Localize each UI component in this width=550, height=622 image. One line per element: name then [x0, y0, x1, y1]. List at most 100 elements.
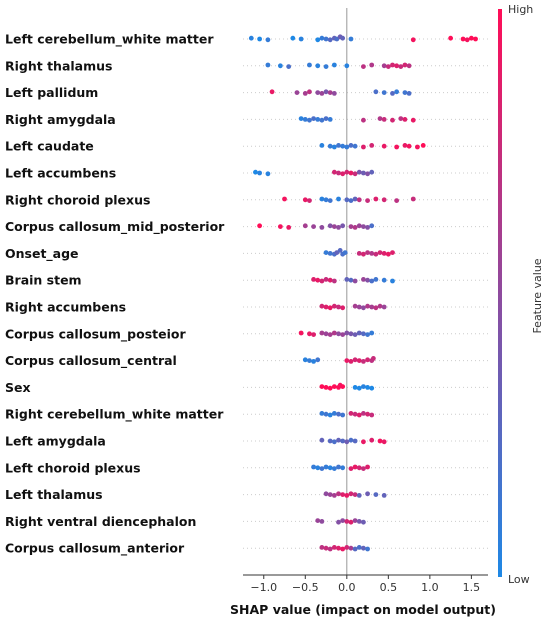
shap-point [352, 492, 358, 497]
shap-point [344, 519, 350, 524]
feature-label: Right accumbens [5, 300, 126, 315]
shap-point [361, 144, 366, 150]
shap-point [319, 91, 325, 96]
shap-point [369, 304, 375, 310]
colorbar-high-label: High [508, 3, 533, 16]
shap-point [336, 304, 341, 310]
shap-point [331, 169, 337, 175]
shap-point [315, 518, 321, 523]
feature-label: Left amygdala [5, 434, 106, 449]
shap-point [323, 385, 329, 390]
shap-point [286, 64, 292, 69]
shap-point [331, 439, 337, 445]
shap-point [319, 117, 325, 123]
shap-point [361, 359, 366, 364]
shap-point [319, 225, 325, 230]
shap-point [369, 251, 375, 256]
shap-point [336, 170, 341, 176]
shap-point [344, 63, 350, 69]
shap-point [336, 545, 341, 551]
shap-point [311, 277, 316, 282]
shap-point [307, 358, 312, 363]
shap-point [361, 331, 366, 337]
shap-point [373, 196, 379, 202]
shap-point [336, 225, 341, 230]
shap-point [340, 223, 346, 229]
shap-point [390, 117, 395, 123]
shap-point [323, 36, 329, 42]
shap-point [394, 63, 400, 69]
shap-point [323, 116, 329, 121]
shap-point [307, 62, 312, 68]
shap-point [257, 170, 263, 176]
feature-label: Corpus callosum_central [5, 353, 177, 369]
shap-point [381, 251, 387, 256]
shap-point [356, 223, 362, 229]
shap-point [390, 91, 395, 96]
shap-point [319, 466, 325, 471]
shap-point [361, 224, 366, 230]
shap-point [398, 64, 404, 69]
shap-point [352, 278, 358, 284]
shap-point [298, 330, 304, 336]
shap-point [381, 117, 387, 122]
shap-point [342, 250, 348, 256]
shap-point [327, 412, 333, 418]
x-axis-title: SHAP value (impact on model output) [230, 602, 496, 617]
shap-point [365, 332, 370, 337]
shap-point [406, 91, 412, 96]
shap-point [361, 411, 366, 416]
shap-point [340, 305, 346, 311]
shap-point [327, 492, 333, 497]
x-tick-label: 0.0 [338, 581, 356, 594]
shap-point [352, 411, 358, 417]
shap-point [327, 37, 333, 43]
shap-point [365, 303, 370, 309]
shap-point [323, 250, 329, 256]
shap-point [302, 117, 308, 122]
shap-point [361, 64, 366, 69]
shap-point [369, 330, 375, 336]
shap-point [365, 411, 370, 417]
shap-point [348, 359, 354, 364]
shap-point [265, 171, 271, 177]
shap-point [402, 90, 408, 95]
shap-point [352, 385, 358, 390]
shap-point [302, 197, 308, 203]
feature-label: Right thalamus [5, 58, 112, 73]
feature-label: Left caudate [5, 139, 94, 154]
shap-point [319, 330, 325, 336]
shap-point [340, 384, 346, 389]
shap-point [361, 117, 366, 123]
shap-point [336, 411, 341, 417]
shap-point [344, 277, 350, 282]
shap-point [340, 143, 346, 149]
shap-point [307, 117, 312, 123]
shap-point [290, 35, 296, 41]
shap-point [340, 546, 346, 552]
shap-point [365, 225, 370, 230]
shap-point [340, 492, 346, 497]
shap-point [365, 491, 370, 497]
shap-point [369, 278, 375, 284]
shap-point [344, 330, 350, 336]
shap-point [402, 143, 408, 148]
shap-point [381, 304, 387, 310]
shap-point [344, 358, 350, 363]
shap-point [352, 225, 358, 230]
shap-point [361, 170, 366, 176]
shap-point [352, 438, 358, 444]
shap-point [381, 197, 387, 203]
shap-point [319, 278, 325, 284]
feature-label: Left pallidum [5, 85, 98, 100]
shap-point [331, 303, 337, 309]
shap-point [327, 305, 333, 311]
shap-point [331, 62, 337, 68]
shap-point [319, 35, 325, 41]
shap-point [385, 251, 391, 257]
shap-point [340, 332, 346, 337]
shap-point [348, 437, 354, 443]
shap-point [311, 332, 316, 337]
shap-point [369, 385, 375, 391]
colorbar-gradient [498, 9, 502, 577]
